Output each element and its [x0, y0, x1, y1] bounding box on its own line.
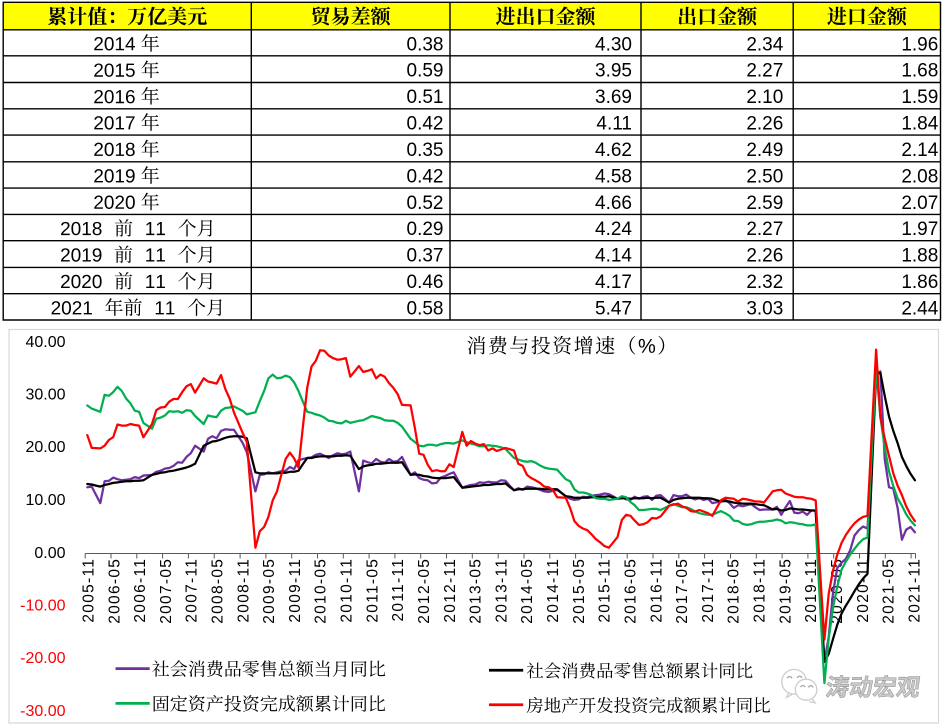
svg-text:0.37: 0.37	[407, 246, 444, 267]
svg-text:4.30: 4.30	[595, 34, 632, 55]
svg-text:2.32: 2.32	[746, 272, 783, 293]
svg-text:4.66: 4.66	[595, 193, 632, 214]
svg-text:2020-11: 2020-11	[855, 558, 872, 623]
svg-text:1.88: 1.88	[901, 246, 938, 267]
svg-text:-30.00: -30.00	[20, 703, 65, 720]
svg-text:2012-05: 2012-05	[416, 558, 433, 624]
svg-text:0.38: 0.38	[407, 34, 444, 55]
svg-text:2009-05: 2009-05	[261, 558, 278, 624]
svg-text:2016-11: 2016-11	[648, 558, 665, 623]
svg-text:2.08: 2.08	[901, 166, 938, 187]
svg-text:1.86: 1.86	[901, 272, 938, 293]
svg-text:0.00: 0.00	[34, 545, 65, 562]
svg-text:40.00: 40.00	[25, 334, 65, 351]
svg-text:2017-05: 2017-05	[674, 558, 691, 624]
svg-text:5.47: 5.47	[595, 298, 632, 319]
svg-text:2021-11: 2021-11	[906, 558, 923, 623]
svg-text:3.69: 3.69	[595, 87, 632, 108]
svg-text:-10.00: -10.00	[20, 598, 65, 615]
svg-text:2.27: 2.27	[746, 61, 783, 82]
svg-text:2.44: 2.44	[901, 298, 938, 319]
svg-text:0.42: 0.42	[407, 113, 444, 134]
svg-text:2.26: 2.26	[746, 113, 783, 134]
svg-text:2.07: 2.07	[901, 193, 938, 214]
svg-text:2011-11: 2011-11	[390, 558, 407, 622]
svg-text:2006-05: 2006-05	[106, 558, 123, 624]
svg-text:4.17: 4.17	[595, 272, 632, 293]
svg-text:3.95: 3.95	[595, 61, 632, 82]
svg-text:1.84: 1.84	[901, 113, 938, 134]
svg-text:2013-05: 2013-05	[468, 558, 485, 624]
svg-text:2012-11: 2012-11	[442, 558, 459, 623]
svg-text:2008-11: 2008-11	[235, 558, 252, 623]
svg-text:2019-05: 2019-05	[777, 558, 794, 624]
svg-text:2.59: 2.59	[746, 193, 783, 214]
svg-text:0.46: 0.46	[407, 272, 444, 293]
svg-text:2.50: 2.50	[746, 166, 783, 187]
svg-text:2019-11: 2019-11	[803, 558, 820, 623]
svg-text:2.49: 2.49	[746, 140, 783, 161]
svg-text:0.29: 0.29	[407, 219, 444, 240]
svg-text:2005-11: 2005-11	[81, 558, 98, 623]
svg-text:3.03: 3.03	[746, 298, 783, 319]
svg-text:0.35: 0.35	[407, 140, 444, 161]
svg-text:2.34: 2.34	[746, 34, 783, 55]
svg-text:2011-05: 2011-05	[364, 558, 381, 623]
svg-text:2008-05: 2008-05	[210, 558, 227, 624]
svg-text:2.27: 2.27	[746, 219, 783, 240]
svg-text:1.96: 1.96	[901, 34, 938, 55]
svg-text:2006-11: 2006-11	[132, 558, 149, 623]
svg-text:2010-05: 2010-05	[313, 558, 330, 624]
svg-text:2021-05: 2021-05	[881, 558, 898, 624]
svg-text:0.59: 0.59	[407, 61, 444, 82]
svg-text:2017-11: 2017-11	[700, 558, 717, 623]
svg-text:2010-11: 2010-11	[339, 558, 356, 623]
svg-text:4.62: 4.62	[595, 140, 632, 161]
svg-text:20.00: 20.00	[25, 439, 65, 456]
svg-text:0.58: 0.58	[407, 298, 444, 319]
svg-text:1.97: 1.97	[901, 219, 938, 240]
svg-text:2018-11: 2018-11	[752, 558, 769, 623]
svg-text:2016-05: 2016-05	[623, 558, 640, 624]
svg-text:4.11: 4.11	[596, 113, 632, 134]
svg-text:2015-05: 2015-05	[571, 558, 588, 624]
svg-text:2014-11: 2014-11	[545, 558, 562, 623]
svg-text:30.00: 30.00	[25, 387, 65, 404]
svg-text:4.24: 4.24	[595, 219, 632, 240]
svg-text:10.00: 10.00	[25, 492, 65, 509]
svg-text:4.14: 4.14	[595, 246, 632, 267]
svg-text:2018-05: 2018-05	[726, 558, 743, 624]
svg-text:2.10: 2.10	[746, 87, 783, 108]
svg-text:2009-11: 2009-11	[287, 558, 304, 623]
svg-text:0.52: 0.52	[407, 193, 444, 214]
svg-text:1.59: 1.59	[901, 87, 938, 108]
svg-text:2007-11: 2007-11	[184, 558, 201, 623]
svg-text:0.51: 0.51	[407, 87, 444, 108]
svg-text:-20.00: -20.00	[20, 650, 65, 667]
svg-text:2.26: 2.26	[746, 246, 783, 267]
svg-text:0.42: 0.42	[407, 166, 444, 187]
svg-text:1.68: 1.68	[901, 61, 938, 82]
svg-text:2.14: 2.14	[901, 140, 938, 161]
svg-text:2013-11: 2013-11	[493, 558, 510, 623]
svg-text:2015-11: 2015-11	[597, 558, 614, 623]
svg-text:4.58: 4.58	[595, 166, 632, 187]
svg-text:2014-05: 2014-05	[519, 558, 536, 624]
svg-text:2007-05: 2007-05	[158, 558, 175, 624]
